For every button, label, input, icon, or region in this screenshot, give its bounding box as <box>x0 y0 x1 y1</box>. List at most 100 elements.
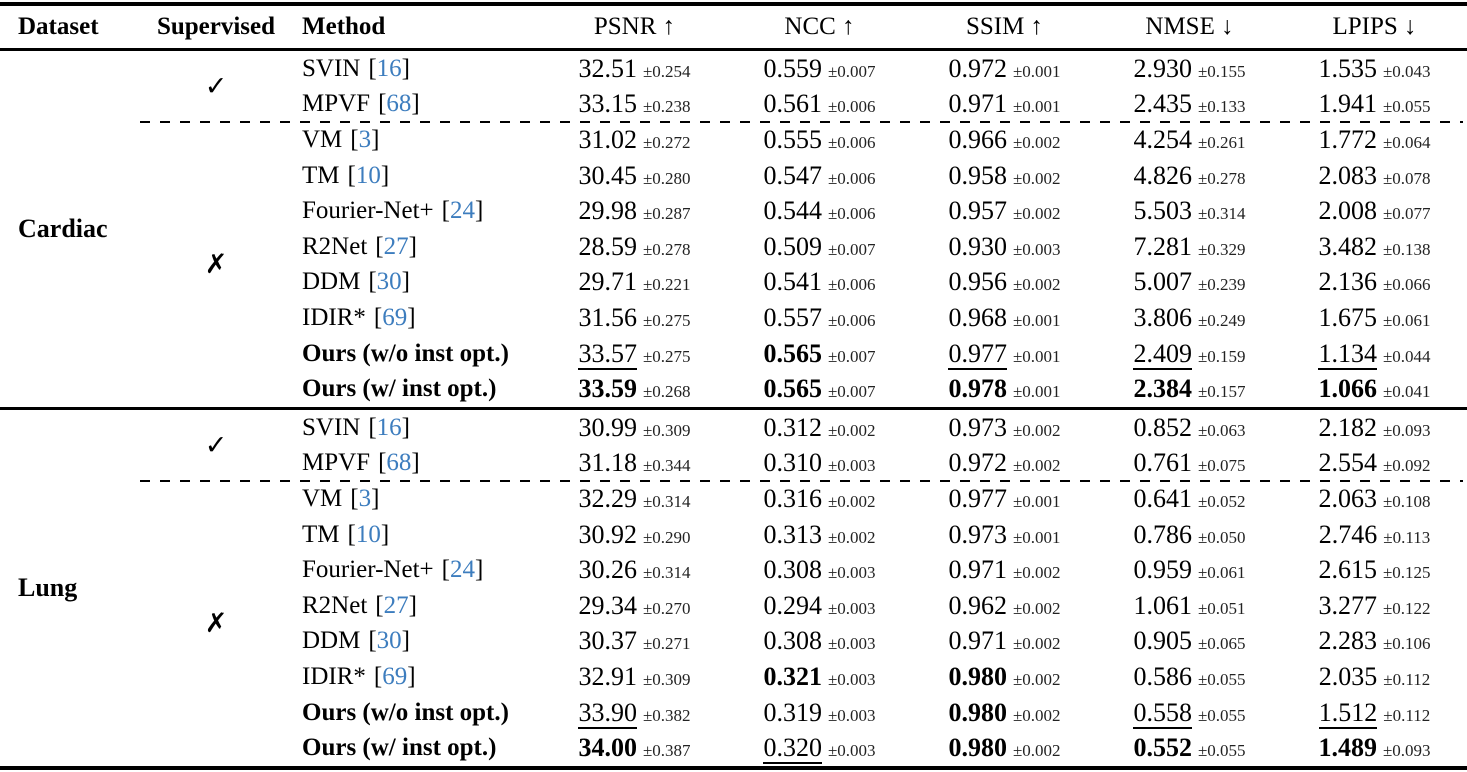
metric-std-value: ±0.063 <box>1197 420 1246 440</box>
citation-reference: [27] <box>375 232 417 260</box>
metric-mean-value: 4.826 <box>1133 160 1192 190</box>
supervised-cross-mark: ✗ <box>204 608 228 640</box>
metric-value-pair: 1.772 ±0.064 <box>1318 125 1430 155</box>
metric-std-value: ±0.003 <box>1012 239 1061 259</box>
metric-cell: 0.308 ±0.003 <box>727 552 912 588</box>
metric-value-pair: 0.761 ±0.075 <box>1133 448 1245 478</box>
metric-cell: 30.45 ±0.280 <box>542 158 727 194</box>
metric-mean-value: 1.061 <box>1133 590 1192 620</box>
metric-cell: 4.826 ±0.278 <box>1097 158 1282 194</box>
metric-cell: 33.15 ±0.238 <box>542 87 727 123</box>
metric-value-pair: 0.973 ±0.002 <box>948 413 1060 443</box>
metric-cell: 0.544 ±0.006 <box>727 193 912 229</box>
metric-mean-value: 0.565 <box>763 374 822 404</box>
metric-std-value: ±0.093 <box>1382 741 1431 761</box>
metric-cell: 0.565 ±0.007 <box>727 371 912 407</box>
metric-cell: 0.786 ±0.050 <box>1097 517 1282 553</box>
metric-std-value: ±0.314 <box>642 491 691 511</box>
metric-value-pair: 33.57 ±0.275 <box>578 338 691 370</box>
metric-std-value: ±0.001 <box>1012 527 1061 547</box>
metric-cell: 29.98 ±0.287 <box>542 193 727 229</box>
metric-std-value: ±0.309 <box>642 669 691 689</box>
metric-std-value: ±0.002 <box>827 420 876 440</box>
metric-value-pair: 0.561 ±0.006 <box>763 89 875 119</box>
metric-value-pair: 0.978 ±0.001 <box>948 374 1060 404</box>
metric-std-value: ±0.093 <box>1382 420 1431 440</box>
metric-mean-value: 5.503 <box>1133 196 1192 226</box>
metric-cell: 3.482 ±0.138 <box>1282 229 1467 265</box>
metric-cell: 1.941 ±0.055 <box>1282 87 1467 123</box>
metric-value-pair: 2.554 ±0.092 <box>1318 448 1430 478</box>
metric-mean-value: 33.90 <box>578 697 637 729</box>
metric-value-pair: 2.435 ±0.133 <box>1133 89 1245 119</box>
citation-reference: [24] <box>441 556 484 584</box>
metric-cell: 0.547 ±0.006 <box>727 158 912 194</box>
method-name: SVIN <box>302 413 361 441</box>
citation-link[interactable]: 3 <box>358 484 372 512</box>
citation-link[interactable]: 10 <box>355 161 381 189</box>
citation-link[interactable]: 24 <box>449 197 475 225</box>
citation-link[interactable]: 3 <box>358 125 372 153</box>
method-name: R2Net <box>302 232 368 260</box>
metric-std-value: ±0.155 <box>1197 61 1246 81</box>
metric-cell: 33.90 ±0.382 <box>542 695 727 731</box>
metric-mean-value: 1.772 <box>1318 124 1377 154</box>
citation-link[interactable]: 68 <box>386 449 412 477</box>
metric-mean-value: 2.182 <box>1318 412 1377 442</box>
metric-cell: 3.806 ±0.249 <box>1097 300 1282 336</box>
metric-value-pair: 5.503 ±0.314 <box>1133 196 1245 226</box>
metric-std-value: ±0.157 <box>1197 382 1246 402</box>
metric-cell: 0.966 ±0.002 <box>912 122 1097 158</box>
citation-link[interactable]: 69 <box>382 662 408 690</box>
metric-cell: 2.182 ±0.093 <box>1282 410 1467 446</box>
metric-cell: 0.310 ±0.003 <box>727 446 912 482</box>
citation-link[interactable]: 27 <box>383 591 409 619</box>
citation-link[interactable]: 68 <box>386 90 412 118</box>
metric-std-value: ±0.006 <box>827 168 876 188</box>
metric-mean-value: 0.761 <box>1133 448 1192 478</box>
metric-mean-value: 0.977 <box>948 338 1007 370</box>
metric-mean-value: 2.435 <box>1133 89 1192 119</box>
metric-cell: 31.18 ±0.344 <box>542 446 727 482</box>
metric-mean-value: 1.941 <box>1318 89 1377 119</box>
metric-std-value: ±0.006 <box>827 132 876 152</box>
metric-cell: 0.977 ±0.001 <box>912 481 1097 517</box>
metric-value-pair: 31.56 ±0.275 <box>578 303 690 333</box>
citation-link[interactable]: 69 <box>382 303 408 331</box>
metric-cell: 0.559 ±0.007 <box>727 51 912 87</box>
bottom-rule <box>0 766 1467 770</box>
metric-cell: 2.035 ±0.112 <box>1282 659 1467 695</box>
metric-std-value: ±0.275 <box>642 346 691 366</box>
metric-std-value: ±0.050 <box>1197 527 1246 547</box>
metric-value-pair: 0.547 ±0.006 <box>763 161 875 191</box>
metric-std-value: ±0.138 <box>1382 239 1431 259</box>
metric-cell: 30.37 ±0.271 <box>542 624 727 660</box>
table-body: Cardiac ✓ SVIN [16] 32.51 ±0.254 0.559 ±0.007 0.… <box>0 51 1467 766</box>
metric-cell: 30.99 ±0.309 <box>542 410 727 446</box>
method-cell: Fourier-Net+ [24] <box>292 193 542 229</box>
metric-mean-value: 0.509 <box>763 231 822 261</box>
metric-std-value: ±0.239 <box>1197 275 1246 295</box>
metric-mean-value: 1.134 <box>1318 338 1377 370</box>
citation-link[interactable]: 27 <box>383 232 409 260</box>
metric-value-pair: 0.552 ±0.055 <box>1133 733 1245 763</box>
metric-value-pair: 0.959 ±0.061 <box>1133 555 1245 585</box>
metric-std-value: ±0.002 <box>1012 563 1061 583</box>
metric-mean-value: 3.482 <box>1318 231 1377 261</box>
citation-link[interactable]: 30 <box>376 627 402 655</box>
citation-link[interactable]: 16 <box>376 413 402 441</box>
metric-mean-value: 0.972 <box>948 448 1007 478</box>
citation-link[interactable]: 16 <box>376 54 402 82</box>
method-name: Fourier-Net+ <box>302 197 434 225</box>
citation-link[interactable]: 24 <box>449 556 475 584</box>
metric-mean-value: 33.59 <box>578 374 637 404</box>
metric-mean-value: 30.92 <box>578 519 637 549</box>
metric-mean-value: 2.409 <box>1133 338 1192 370</box>
metric-value-pair: 0.544 ±0.006 <box>763 196 875 226</box>
metric-value-pair: 31.02 ±0.272 <box>578 125 690 155</box>
citation-link[interactable]: 10 <box>355 520 381 548</box>
metric-std-value: ±0.309 <box>642 420 691 440</box>
citation-link[interactable]: 30 <box>376 268 402 296</box>
method-cell: R2Net [27] <box>292 229 542 265</box>
metric-cell: 30.92 ±0.290 <box>542 517 727 553</box>
